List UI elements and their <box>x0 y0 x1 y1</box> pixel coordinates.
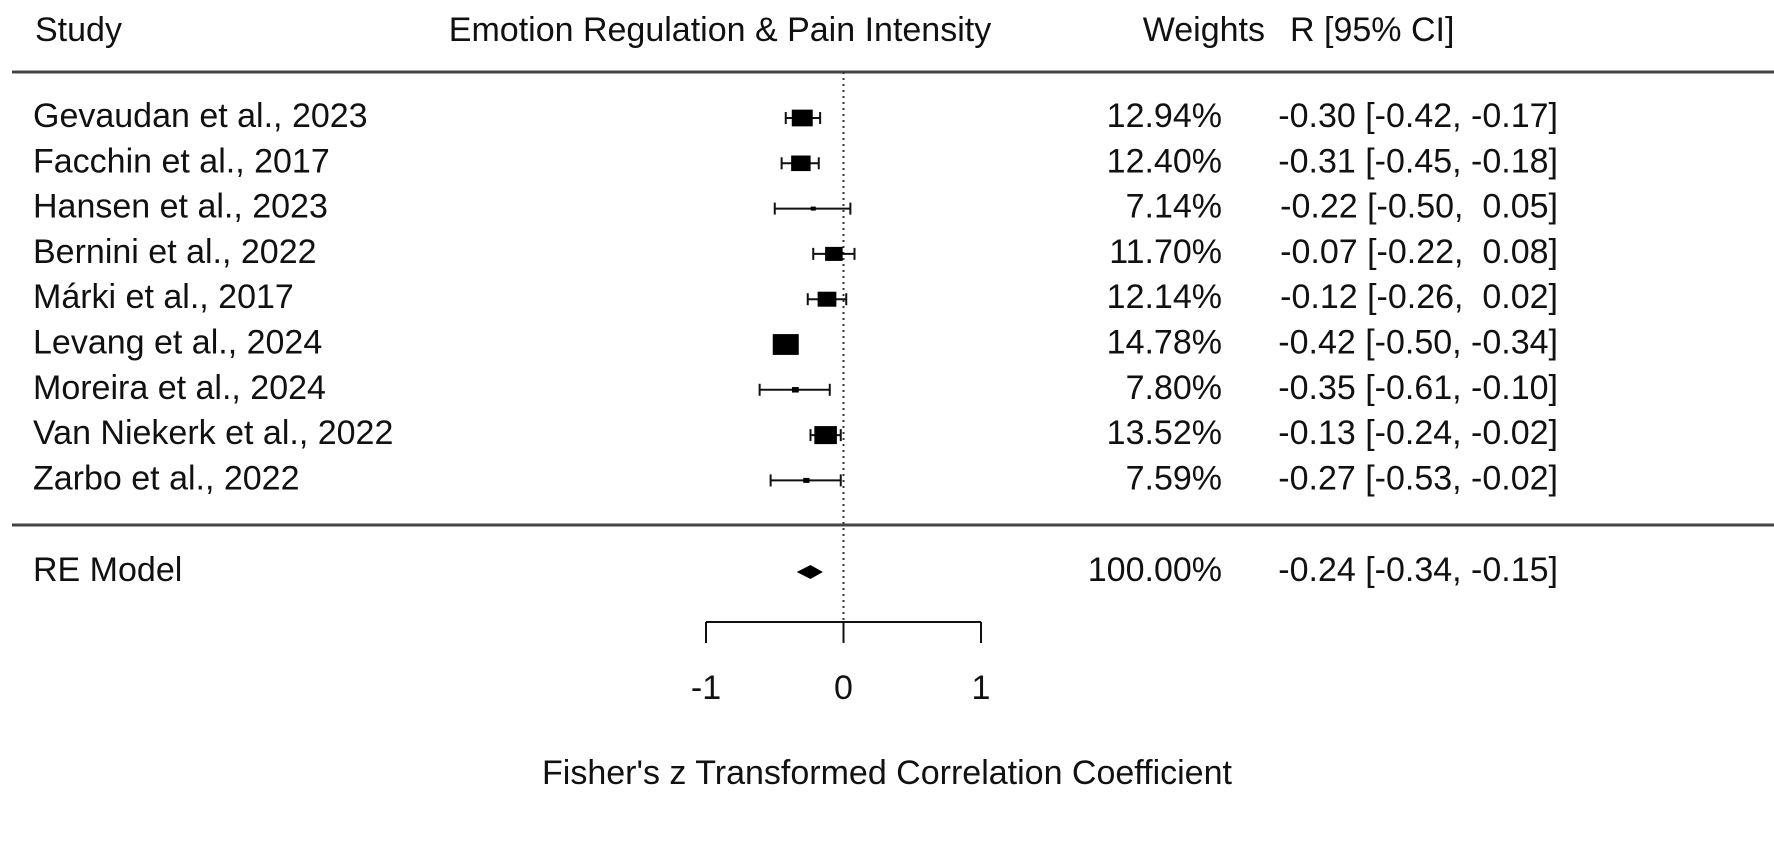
ci-label: -0.27 [-0.53, -0.02] <box>1278 459 1558 497</box>
ci-label: -0.13 [-0.24, -0.02] <box>1278 414 1558 452</box>
weight-label: 7.14% <box>1126 188 1222 226</box>
weight-label: 7.80% <box>1126 369 1222 407</box>
header-plot: Emotion Regulation & Pain Intensity <box>449 11 991 49</box>
estimate-marker <box>810 206 816 211</box>
estimate-marker <box>772 334 799 355</box>
estimate-marker <box>825 246 843 261</box>
weight-label: 14.78% <box>1107 323 1222 361</box>
study-label: Hansen et al., 2023 <box>33 188 328 226</box>
study-label: Zarbo et al., 2022 <box>33 459 300 497</box>
estimate-marker <box>791 155 811 172</box>
header-weights: Weights <box>1143 11 1265 49</box>
x-tick-label: 1 <box>972 669 991 707</box>
study-label: Bernini et al., 2022 <box>33 233 317 271</box>
estimate-marker <box>817 291 837 307</box>
weight-label: 11.70% <box>1109 233 1222 271</box>
weight-label: 7.59% <box>1126 459 1222 497</box>
header-study: Study <box>35 11 122 49</box>
study-label: Levang et al., 2024 <box>33 323 322 361</box>
summary-label: RE Model <box>33 551 182 589</box>
weight-label: 12.94% <box>1107 97 1222 135</box>
ci-label: -0.07 [-0.22, 0.08] <box>1280 233 1558 271</box>
weight-label: 12.40% <box>1107 142 1222 180</box>
x-tick-label: -1 <box>691 669 721 707</box>
x-axis-label: Fisher's z Transformed Correlation Coeff… <box>542 754 1232 792</box>
summary-ci: -0.24 [-0.34, -0.15] <box>1278 551 1558 589</box>
x-tick-label: 0 <box>834 669 853 707</box>
study-label: Márki et al., 2017 <box>33 278 294 316</box>
weight-label: 12.14% <box>1107 278 1222 316</box>
estimate-marker <box>791 387 799 393</box>
weight-label: 13.52% <box>1107 414 1222 452</box>
ci-label: -0.22 [-0.50, 0.05] <box>1280 188 1558 226</box>
ci-label: -0.12 [-0.26, 0.02] <box>1280 278 1558 316</box>
ci-label: -0.42 [-0.50, -0.34] <box>1278 323 1558 361</box>
study-label: Moreira et al., 2024 <box>33 369 326 407</box>
study-label: Gevaudan et al., 2023 <box>33 97 368 135</box>
ci-label: -0.31 [-0.45, -0.18] <box>1278 142 1558 180</box>
header-estimate: R [95% CI] <box>1290 11 1454 49</box>
ci-label: -0.30 [-0.42, -0.17] <box>1278 97 1558 135</box>
summary-diamond <box>796 565 823 579</box>
ci-label: -0.35 [-0.61, -0.10] <box>1278 369 1558 407</box>
study-label: Facchin et al., 2017 <box>33 142 330 180</box>
study-label: Van Niekerk et al., 2022 <box>33 414 393 452</box>
summary-weight: 100.00% <box>1088 551 1222 589</box>
estimate-marker <box>814 426 837 445</box>
estimate-marker <box>791 109 813 127</box>
estimate-marker <box>803 477 810 483</box>
